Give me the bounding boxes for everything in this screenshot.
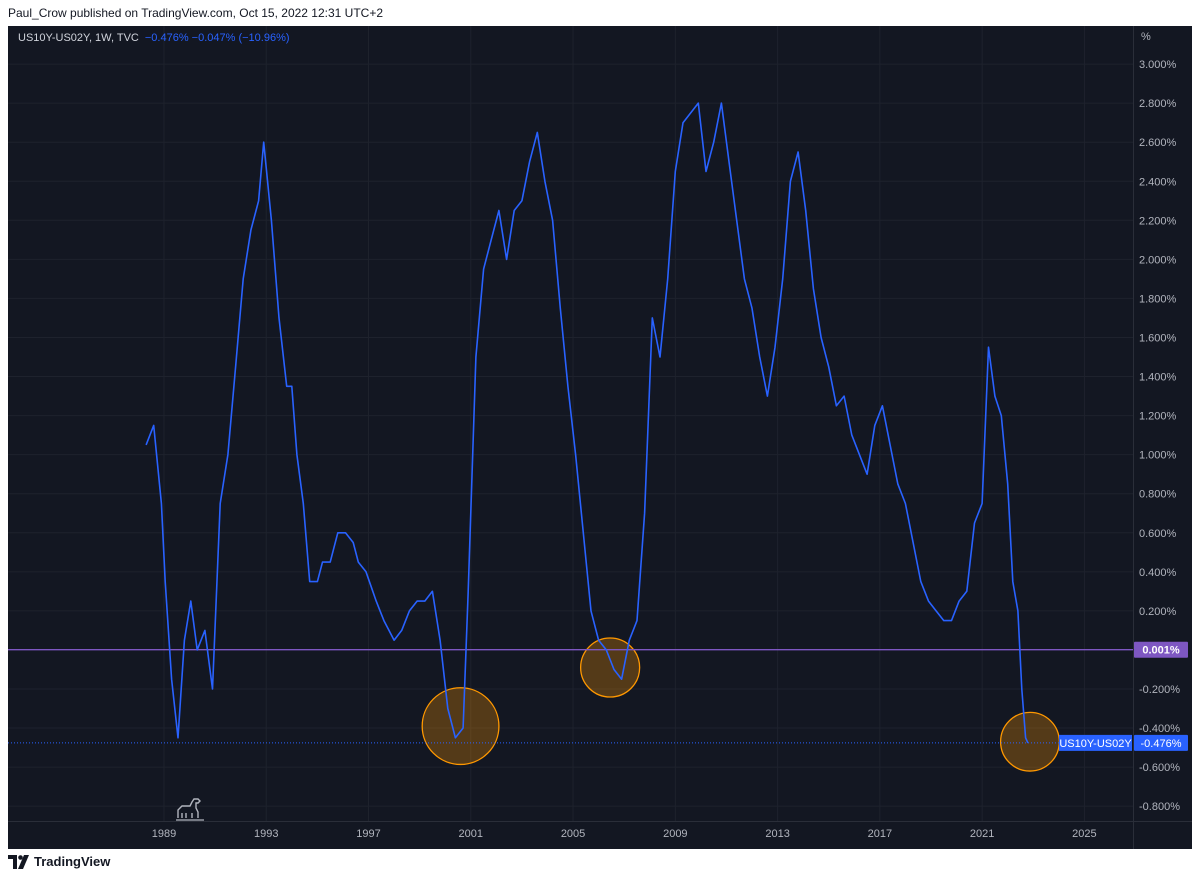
y-tick-label: -0.400% [1139, 723, 1180, 735]
chart-area[interactable]: 3.000% 2.800% 2.600% 2.400% 2.200% 2.000% 1.80… [8, 26, 1192, 849]
y-tick-label: 1.200% [1139, 411, 1177, 423]
price-chart[interactable]: 3.000% 2.800% 2.600% 2.400% 2.200% 2.000% 1.80… [8, 26, 1192, 849]
y-tick-label: 2.000% [1139, 254, 1177, 266]
y-tick-label: 0.200% [1139, 606, 1177, 618]
y-tick-label: 1.000% [1139, 450, 1177, 462]
series-layer [145, 102, 1029, 744]
y-tick-label: 0.800% [1139, 489, 1177, 501]
tradingview-logo-icon [8, 854, 29, 869]
y-tick-label: 2.400% [1139, 176, 1177, 188]
highlight-circle [579, 637, 641, 698]
last-price-label-bg [1134, 734, 1188, 751]
axes: 3.000% 2.800% 2.600% 2.400% 2.200% 2.000% 1.80… [8, 26, 1192, 849]
symbol-values: −0.476% −0.047% (−10.96%) [144, 32, 290, 44]
y-tick-label: 2.800% [1139, 98, 1177, 110]
x-tick-label: 2025 [1072, 828, 1096, 840]
series-name-label-bg [1059, 734, 1132, 751]
highlight-circles [421, 637, 1060, 772]
x-tick-label: 2001 [459, 828, 483, 840]
x-tick-label: 1993 [254, 828, 278, 840]
highlight-circle [999, 711, 1060, 772]
symbol-legend[interactable]: US10Y-US02Y, 1W, TVC −0.476% −0.047% (−10… [18, 32, 290, 44]
footer: TradingView [0, 849, 1200, 877]
published-info: Paul_Crow published on TradingView.com, … [8, 6, 383, 20]
x-tick-label: 2017 [868, 828, 892, 840]
y-tick-label: 0.600% [1139, 528, 1177, 540]
y-tick-label: 0.400% [1139, 567, 1177, 579]
zero-price-label: 0.001% [1142, 645, 1180, 657]
y-tick-label: 1.400% [1139, 372, 1177, 384]
y-tick-label: -0.800% [1139, 801, 1180, 813]
publisher-bar: Paul_Crow published on TradingView.com, … [0, 0, 1200, 26]
dino-logo-icon [176, 798, 204, 821]
grid-lines [8, 26, 1133, 821]
footer-brand-text: TradingView [34, 854, 111, 869]
symbol-info: US10Y-US02Y, 1W, TVC [18, 32, 139, 44]
price-labels: 0.001% US10Y-US02Y -0.476% [1059, 641, 1188, 751]
zero-price-label-bg [1134, 641, 1188, 658]
x-tick-label: 2013 [765, 828, 789, 840]
y-tick-label: 1.800% [1139, 293, 1177, 305]
x-tick-label: 1989 [152, 828, 176, 840]
y-tick-label: 1.600% [1139, 332, 1177, 344]
last-price-label: -0.476% [1141, 738, 1182, 750]
x-tick-label: 2009 [663, 828, 687, 840]
y-tick-label: 3.000% [1139, 59, 1177, 71]
y-tick-label: 2.200% [1139, 215, 1177, 227]
y-tick-label: -0.200% [1139, 684, 1180, 696]
y-tick-label: 2.600% [1139, 137, 1177, 149]
series-line-us10y-us02y [145, 102, 1029, 744]
reference-lines [8, 649, 1133, 744]
x-tick-label: 2005 [561, 828, 585, 840]
x-tick-label: 2021 [970, 828, 994, 840]
x-tick-label: 1997 [356, 828, 380, 840]
series-name-label: US10Y-US02Y [1059, 738, 1132, 750]
y-tick-label: -0.600% [1139, 762, 1180, 774]
highlight-circle [421, 687, 500, 766]
footer-brand[interactable]: TradingView [8, 854, 110, 869]
unit-label: % [1141, 31, 1151, 43]
